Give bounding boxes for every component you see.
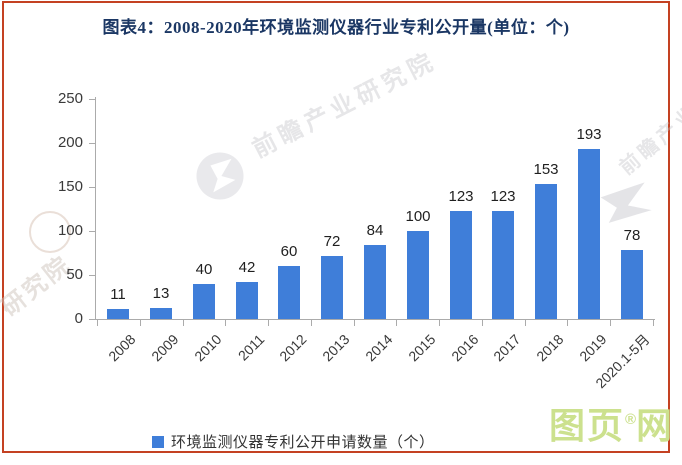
x-tick-label: 2011 — [234, 331, 268, 364]
bar-value-label: 123 — [448, 188, 474, 205]
x-axis-line — [95, 319, 655, 320]
bar — [364, 245, 386, 319]
legend-swatch — [152, 435, 164, 448]
bar — [492, 211, 514, 319]
bar — [236, 282, 258, 319]
site-logo-text-left: 图页 — [549, 405, 626, 446]
registered-mark-icon: ® — [625, 411, 637, 428]
x-tick — [97, 320, 98, 326]
bar-value-label: 100 — [405, 208, 431, 225]
x-tick — [225, 320, 226, 326]
x-tick — [567, 320, 568, 326]
legend-label: 环境监测仪器专利公开申请数量（个） — [171, 434, 435, 451]
y-tick-label: 100 — [57, 222, 83, 239]
y-tick-label: 50 — [66, 266, 83, 283]
y-tick — [89, 99, 95, 100]
x-tick — [396, 320, 397, 326]
x-tick — [354, 320, 355, 326]
y-tick — [89, 187, 95, 188]
y-tick-label: 0 — [74, 310, 83, 327]
x-tick-label: 2018 — [532, 331, 567, 365]
bar-value-label: 153 — [533, 161, 559, 178]
x-tick-label: 2013 — [318, 331, 353, 365]
x-tick-label: 2009 — [147, 331, 182, 365]
x-tick-label: 2016 — [447, 331, 482, 365]
bar — [621, 250, 643, 319]
bar-value-label: 193 — [576, 126, 602, 143]
x-tick-label: 2010 — [190, 331, 225, 365]
bar — [321, 256, 343, 319]
bar — [193, 284, 215, 319]
x-tick-label: 2015 — [404, 331, 439, 365]
y-tick-label: 250 — [57, 90, 83, 107]
x-tick — [610, 320, 611, 326]
bar — [535, 184, 557, 319]
bar-value-label: 60 — [280, 243, 298, 260]
x-tick — [439, 320, 440, 326]
x-tick — [525, 320, 526, 326]
bar — [407, 231, 429, 319]
x-tick — [140, 320, 141, 326]
bar-value-label: 78 — [623, 227, 641, 244]
bar — [150, 308, 172, 319]
y-axis-line — [95, 97, 96, 320]
y-tick-label: 200 — [57, 134, 83, 151]
x-tick-label: 2012 — [275, 331, 310, 365]
y-tick — [89, 275, 95, 276]
bar — [578, 149, 600, 319]
x-tick — [653, 320, 654, 326]
bar — [278, 266, 300, 319]
y-tick-label: 150 — [57, 178, 83, 195]
bar-value-label: 123 — [490, 188, 516, 205]
x-tick-label: 2008 — [104, 331, 139, 365]
legend: 环境监测仪器专利公开申请数量（个） — [152, 431, 435, 452]
x-tick-label: 2019 — [575, 331, 610, 365]
x-tick — [311, 320, 312, 326]
bar-value-label: 13 — [152, 285, 170, 302]
bar-value-label: 11 — [110, 286, 126, 303]
site-logo: 图页®网 — [549, 404, 674, 447]
bar-value-label: 40 — [195, 261, 213, 278]
y-tick — [89, 319, 95, 320]
bar — [450, 211, 472, 319]
chart-title: 图表4：2008-2020年环境监测仪器行业专利公开量(单位：个) — [102, 18, 570, 37]
x-tick-label: 2014 — [361, 331, 396, 365]
x-tick-label: 2017 — [489, 331, 524, 365]
bar-value-label: 84 — [366, 222, 384, 239]
x-tick — [482, 320, 483, 326]
x-tick — [183, 320, 184, 326]
bar — [107, 309, 129, 319]
bar-value-label: 42 — [238, 259, 256, 276]
site-logo-text-right: 网 — [636, 405, 675, 446]
bar-value-label: 72 — [323, 233, 341, 250]
y-tick — [89, 143, 95, 144]
y-tick — [89, 231, 95, 232]
x-tick — [268, 320, 269, 326]
